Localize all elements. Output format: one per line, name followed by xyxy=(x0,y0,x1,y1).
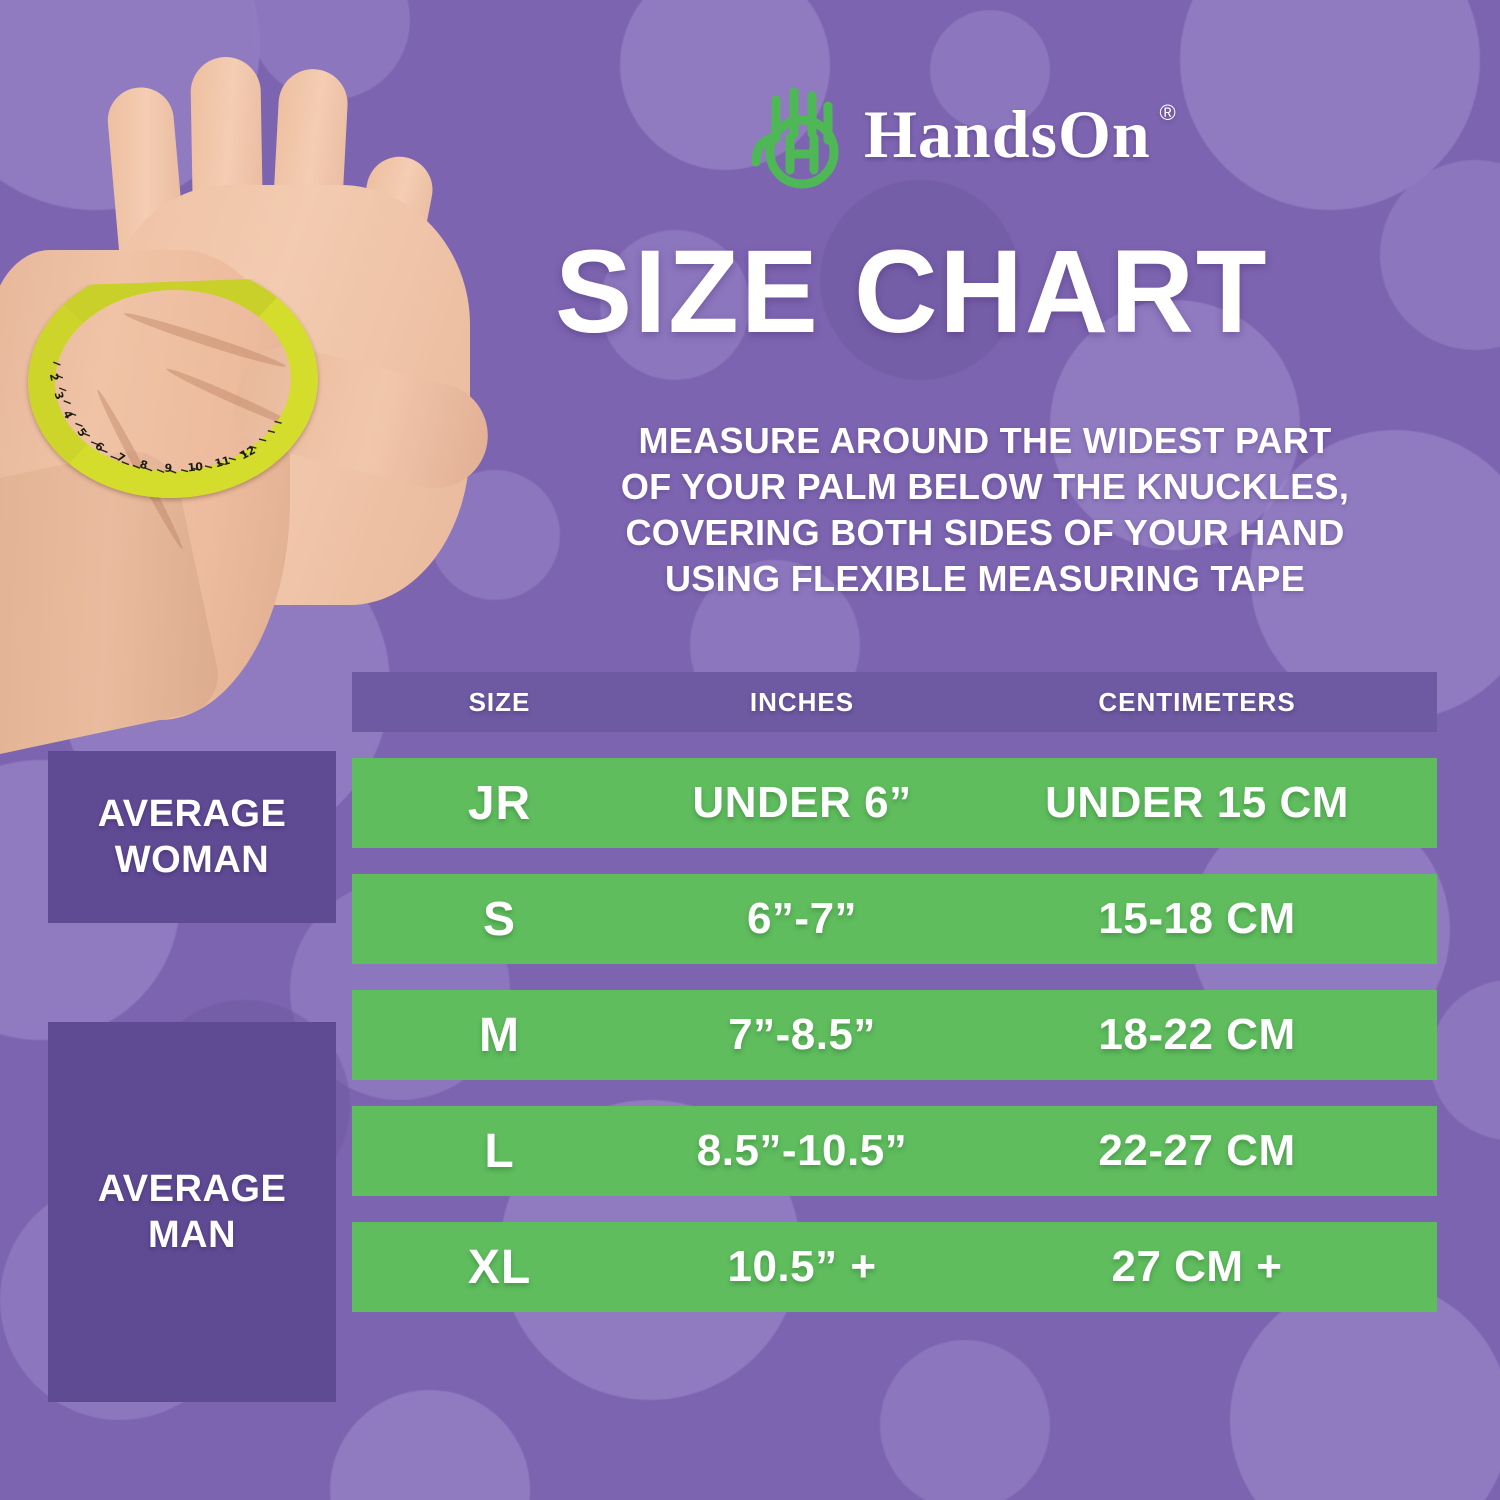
table-row: XL 10.5” + 27 CM + xyxy=(352,1222,1437,1312)
cell-inches: UNDER 6” xyxy=(692,778,912,827)
group-label-line: MAN xyxy=(147,1214,237,1256)
tape-markings: 2 3 4 5 6 7 8 9 10 11 12 xyxy=(47,361,282,475)
cell-size: XL xyxy=(467,1240,532,1294)
page-title: SIZE CHART xyxy=(555,226,1269,358)
svg-text:6: 6 xyxy=(92,439,107,454)
instruction-line: USING FLEXIBLE MEASURING TAPE xyxy=(664,558,1306,600)
table-row: JR UNDER 6” UNDER 15 CM xyxy=(352,758,1437,848)
cell-size: S xyxy=(482,892,516,946)
svg-text:10: 10 xyxy=(187,460,204,475)
column-header-size: SIZE xyxy=(468,686,531,717)
column-header-centimeters: CENTIMETERS xyxy=(1098,686,1296,717)
cell-size: L xyxy=(484,1124,515,1178)
svg-text:9: 9 xyxy=(164,461,173,475)
cell-inches: 10.5” + xyxy=(727,1242,877,1291)
bokeh-circle xyxy=(1430,980,1500,1140)
cell-size: JR xyxy=(467,776,532,830)
measuring-instructions: MEASURE AROUND THE WIDEST PART OF YOUR P… xyxy=(545,418,1425,602)
registered-mark: ® xyxy=(1159,100,1177,125)
column-header-inches: INCHES xyxy=(749,686,855,717)
hand-logo-icon xyxy=(751,87,839,189)
bokeh-circle xyxy=(930,10,1050,130)
size-chart-table: SIZE INCHES CENTIMETERS JR UNDER 6” UNDE… xyxy=(352,672,1437,1312)
svg-text:12: 12 xyxy=(238,444,258,463)
cell-centimeters: 27 CM + xyxy=(1111,1242,1283,1291)
svg-text:4: 4 xyxy=(60,408,75,421)
cell-inches: 7”-8.5” xyxy=(728,1010,876,1059)
svg-text:5: 5 xyxy=(74,426,89,440)
bokeh-circle xyxy=(600,230,750,380)
bokeh-circle xyxy=(1250,430,1500,720)
bokeh-circle xyxy=(330,1390,530,1500)
svg-text:3: 3 xyxy=(52,390,67,401)
table-row: M 7”-8.5” 18-22 CM xyxy=(352,990,1437,1080)
cell-size: M xyxy=(479,1008,520,1062)
brand-name: HandsOn ® xyxy=(864,100,1176,168)
group-label-line: AVERAGE xyxy=(97,1167,287,1210)
group-label-average-man: AVERAGE MAN xyxy=(48,1022,336,1402)
cell-centimeters: 15-18 CM xyxy=(1098,894,1296,943)
brand-logo: HandsOn ® xyxy=(750,78,1176,190)
bokeh-circle xyxy=(1050,300,1300,550)
svg-text:8: 8 xyxy=(138,458,149,473)
bokeh-circle xyxy=(880,1340,1050,1500)
cell-centimeters: 22-27 CM xyxy=(1098,1126,1296,1175)
bokeh-circle xyxy=(1230,1280,1500,1500)
instruction-line: MEASURE AROUND THE WIDEST PART xyxy=(638,420,1332,461)
cell-inches: 8.5”-10.5” xyxy=(696,1126,908,1175)
instruction-line: COVERING BOTH SIDES OF YOUR HAND xyxy=(625,512,1345,554)
group-label-line: AVERAGE xyxy=(97,792,287,835)
bokeh-circle xyxy=(620,0,830,170)
cell-inches: 6”-7” xyxy=(746,894,858,943)
svg-text:11: 11 xyxy=(213,454,231,471)
table-row: S 6”-7” 15-18 CM xyxy=(352,874,1437,964)
table-header-row: SIZE INCHES CENTIMETERS xyxy=(352,672,1437,732)
table-row: L 8.5”-10.5” 22-27 CM xyxy=(352,1106,1437,1196)
svg-text:2: 2 xyxy=(47,372,61,382)
group-label-average-woman: AVERAGE WOMAN xyxy=(48,751,336,923)
hand-measurement-photo: 2 3 4 5 6 7 8 9 10 11 12 xyxy=(0,35,550,759)
cell-centimeters: 18-22 CM xyxy=(1098,1010,1296,1059)
brand-name-text: HandsOn xyxy=(864,96,1151,172)
cell-centimeters: UNDER 15 CM xyxy=(1045,778,1349,827)
bokeh-circle xyxy=(820,180,1020,380)
measuring-tape: 2 3 4 5 6 7 8 9 10 11 12 xyxy=(24,258,322,503)
instruction-line: OF YOUR PALM BELOW THE KNUCKLES, xyxy=(620,466,1350,508)
group-label-line: WOMAN xyxy=(114,839,270,881)
